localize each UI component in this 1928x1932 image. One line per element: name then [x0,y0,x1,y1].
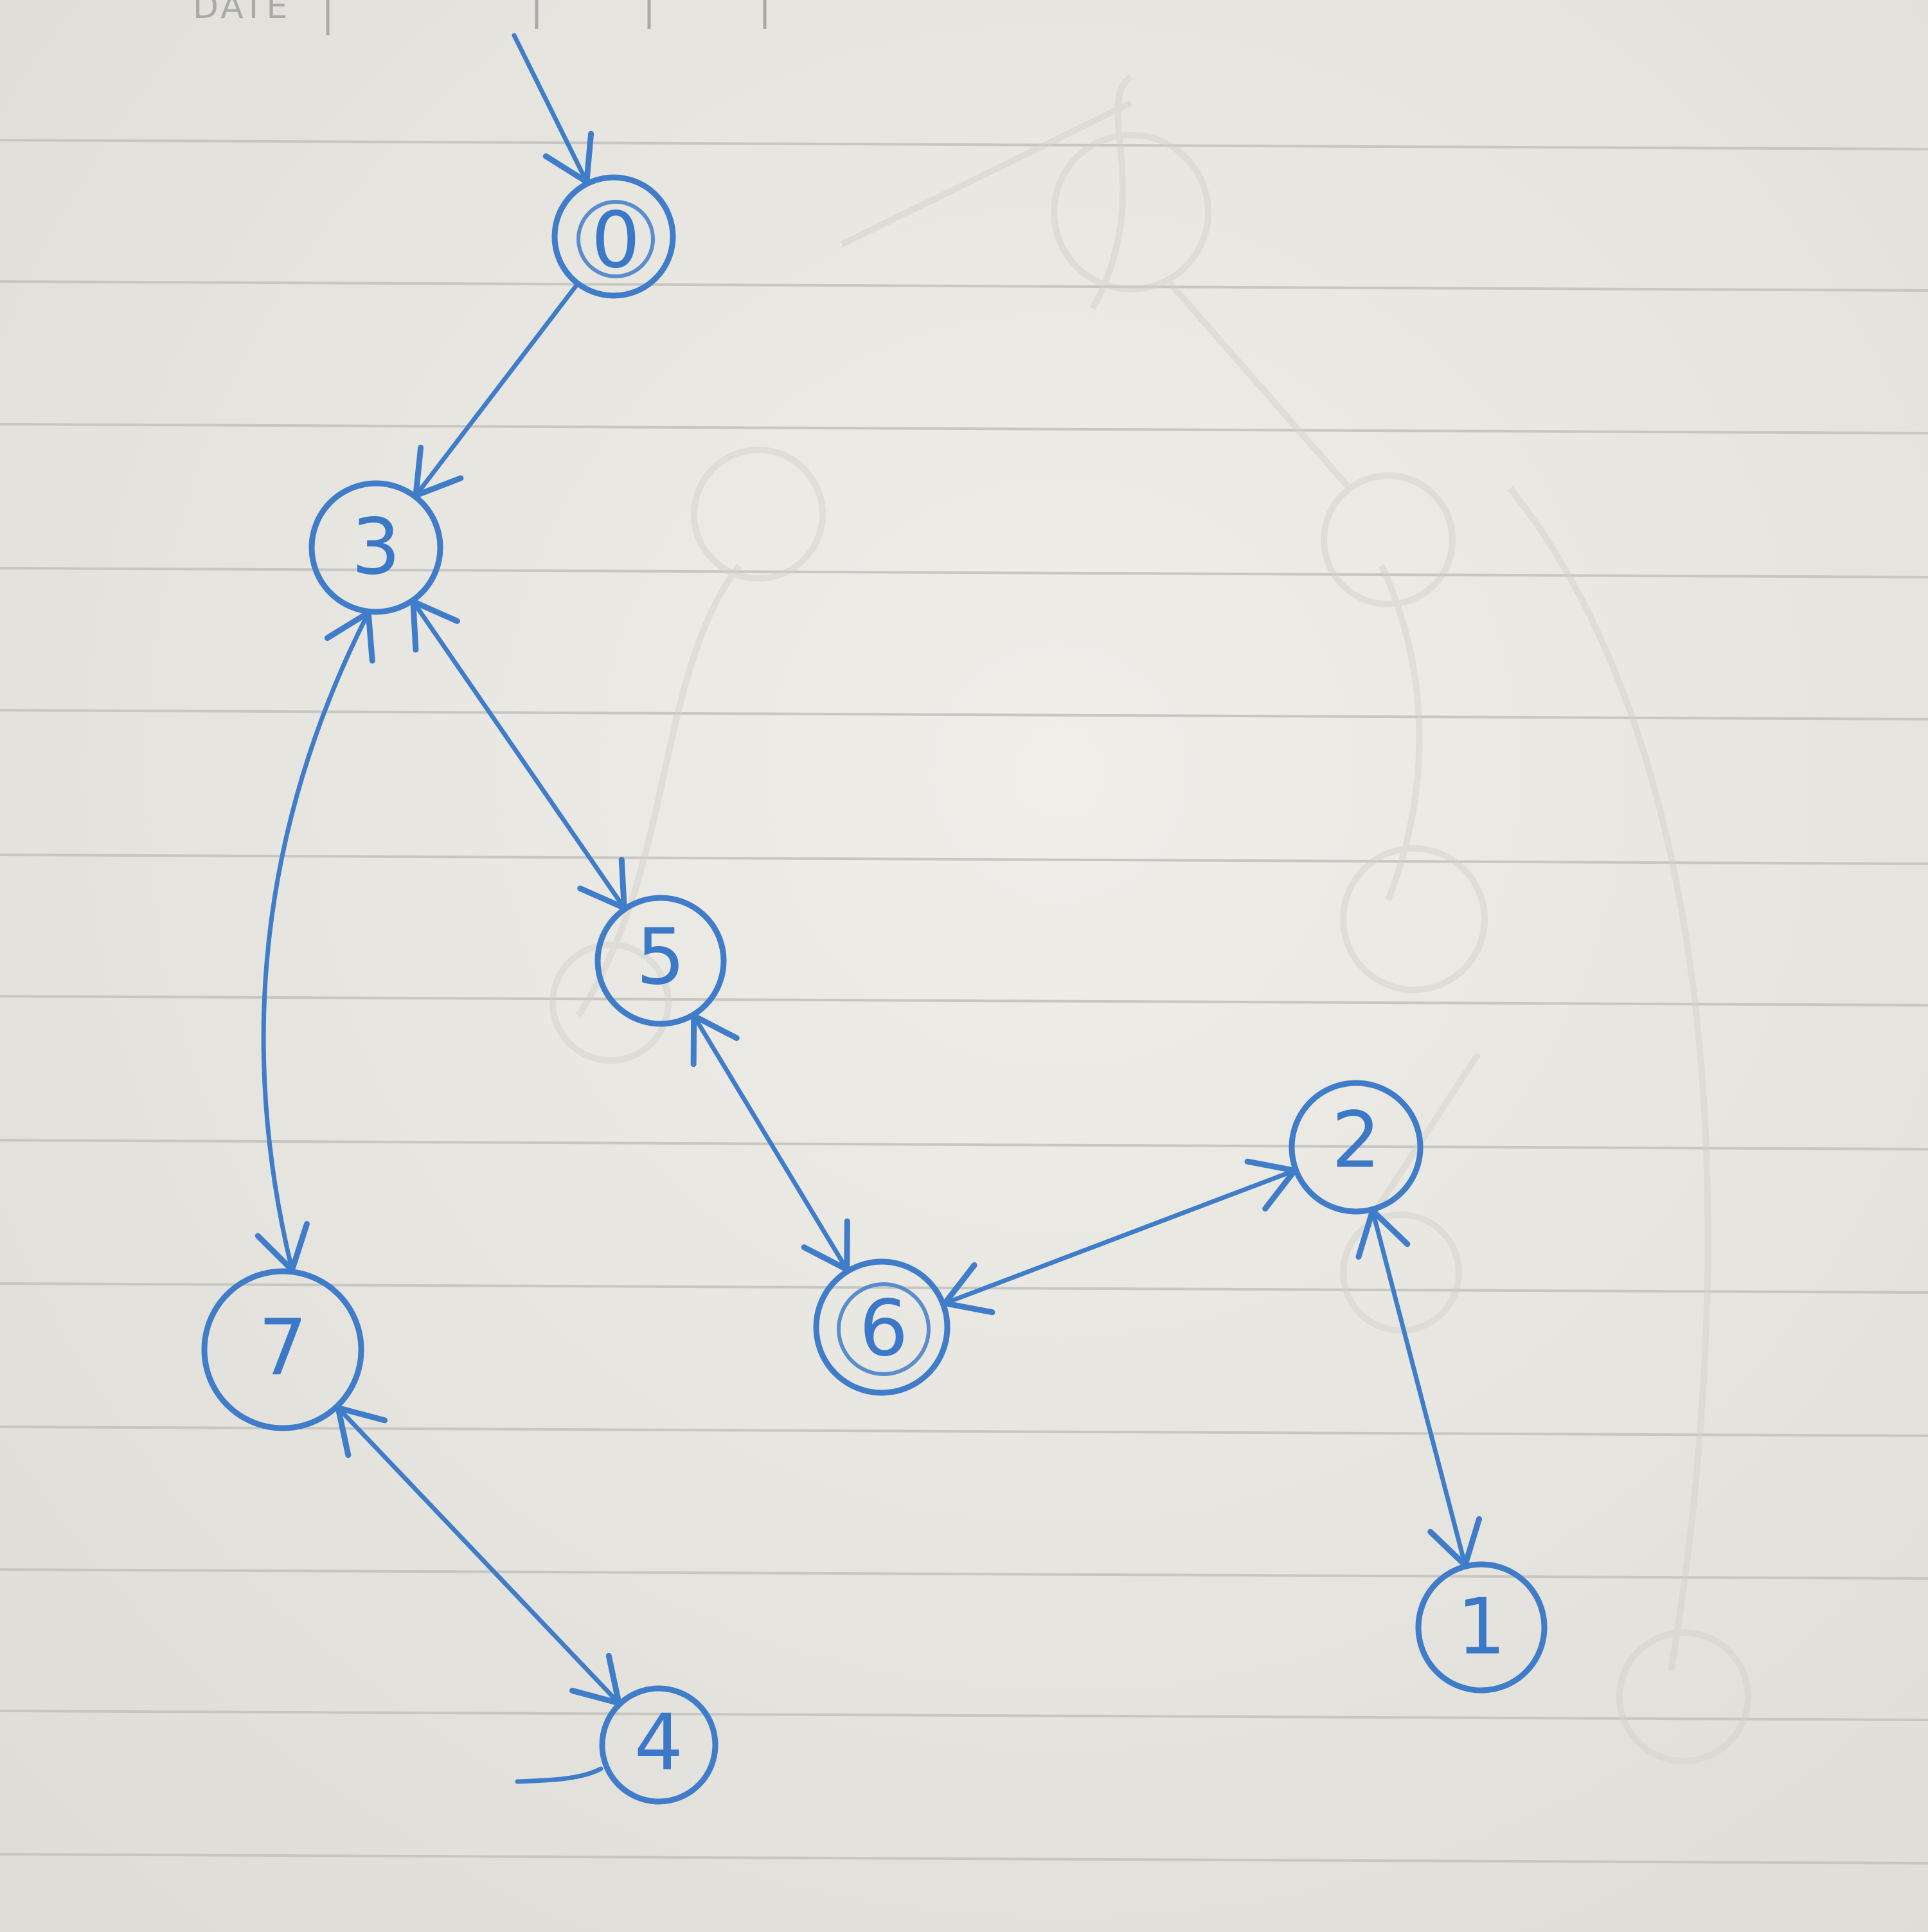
ruled-line [0,1853,1928,1865]
node-0-label: 0 [591,197,640,286]
node-4: 4 [599,1685,719,1805]
edge-7-4 [335,1406,621,1706]
node-1-label: 1 [1457,1583,1506,1672]
embossed-shadow-diagram [549,74,1751,1764]
edge-3-5 [411,599,627,911]
ruled-line [0,995,1928,1006]
node-2-label: 2 [1332,1096,1380,1186]
ruled-line [0,1426,1928,1437]
ruled-line [0,280,1928,292]
ruled-line [0,709,1928,720]
node-3-label: 3 [352,503,400,593]
node-3: 3 [308,480,443,615]
ruled-line [0,567,1928,578]
node-7: 7 [201,1268,364,1431]
ruled-line [0,1710,1928,1721]
edge-2-1 [1370,1208,1468,1568]
nodes-layer: 0 3 5 2 6 7 1 4 [201,174,1548,1805]
edge-start-0 [512,33,589,184]
ruled-line [0,854,1928,865]
ruled-line [0,1568,1928,1580]
node-6: 6 [813,1258,951,1396]
node-5: 5 [594,895,727,1027]
node-4-tail-stroke [515,1766,603,1784]
date-header: DATE [193,0,767,35]
node-2: 2 [1289,1080,1424,1215]
ruled-line [0,139,1928,150]
node-5-label: 5 [636,913,685,1003]
node-6-label: 6 [859,1285,908,1374]
edge-6-2 [942,1168,1298,1306]
ruled-line [0,1282,1928,1294]
edge-0-3 [413,282,579,498]
ruled-lines [0,139,1928,1865]
edge-3-7 [261,610,371,1273]
node-4-label: 4 [634,1699,683,1788]
ruled-line [0,1139,1928,1150]
node-7-label: 7 [258,1304,307,1393]
node-0: 0 [551,174,676,299]
edge-5-6 [692,1014,850,1272]
ruled-line [0,423,1928,434]
date-label: DATE [193,0,290,26]
node-1: 1 [1415,1561,1548,1694]
